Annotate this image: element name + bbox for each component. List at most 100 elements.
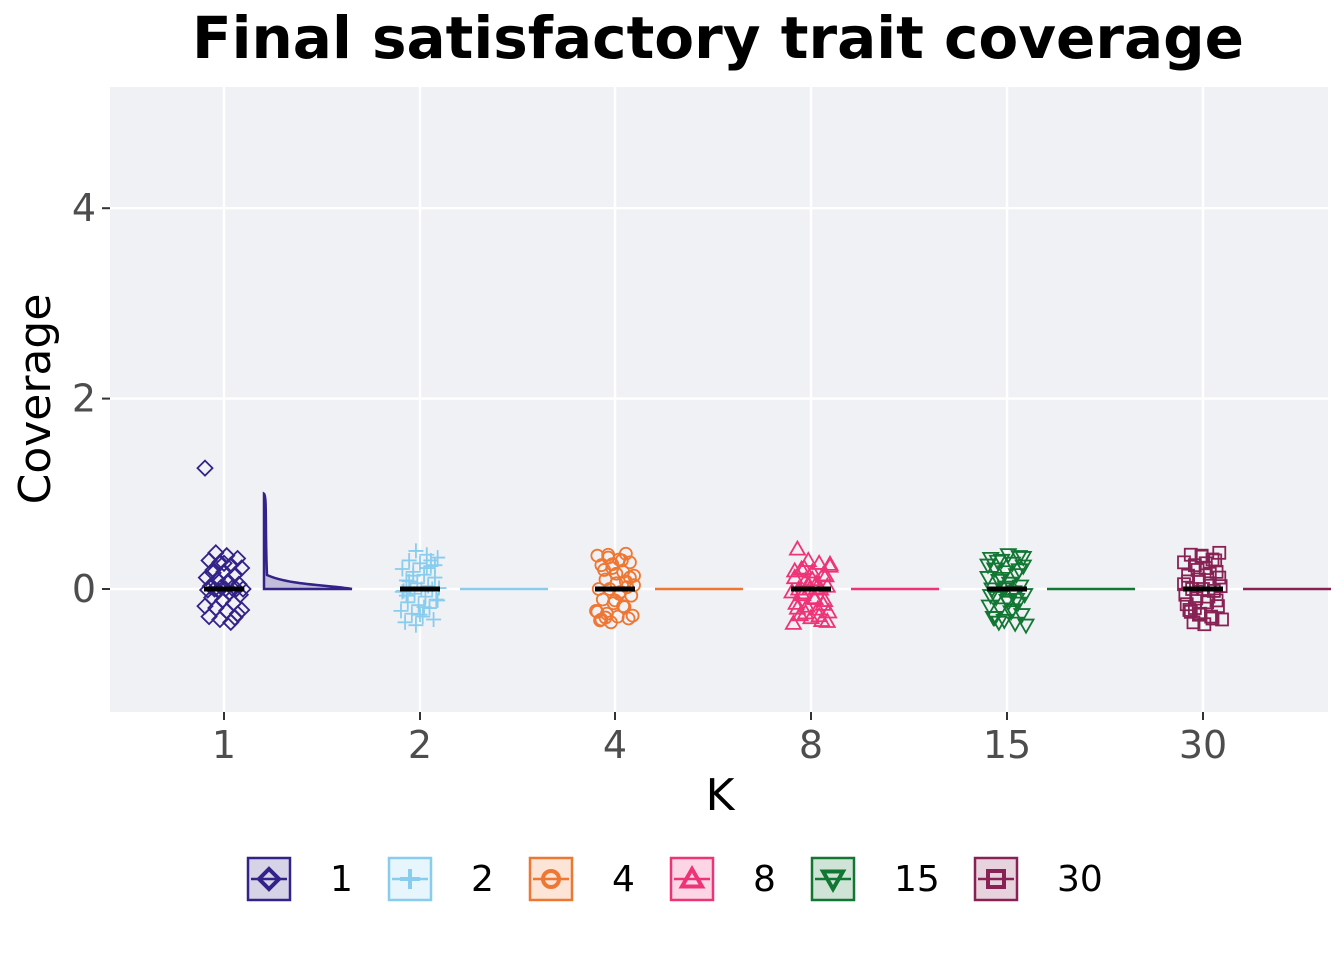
data-point xyxy=(598,610,613,625)
data-point xyxy=(1192,607,1206,622)
data-point xyxy=(1014,551,1033,567)
series-15 xyxy=(978,548,1135,635)
data-point xyxy=(1209,593,1224,608)
data-point xyxy=(400,869,420,889)
data-point xyxy=(816,566,835,583)
data-point xyxy=(1007,592,1026,609)
data-point xyxy=(215,554,233,573)
data-point xyxy=(1205,611,1220,626)
data-point xyxy=(992,572,1011,588)
data-point xyxy=(393,603,409,619)
data-point xyxy=(1198,556,1213,571)
legend-label: 30 xyxy=(1057,859,1103,900)
data-point xyxy=(1006,616,1025,633)
data-point xyxy=(623,555,637,570)
data-point xyxy=(417,589,433,605)
legend-item-30: 30 xyxy=(973,856,1103,902)
legend-label: 4 xyxy=(612,859,635,900)
series-2 xyxy=(393,543,548,633)
data-point xyxy=(196,459,214,477)
x-axis-title: K xyxy=(706,770,736,821)
x-axis: 1 2 4 8 15 30 xyxy=(212,712,1227,767)
data-point xyxy=(419,560,435,576)
data-point xyxy=(394,561,410,577)
legend-label: 8 xyxy=(753,859,776,900)
data-point xyxy=(541,869,561,889)
data-point xyxy=(616,599,631,614)
data-point xyxy=(792,583,811,600)
data-point xyxy=(1202,566,1217,581)
legend-label: 1 xyxy=(330,859,353,900)
series-30 xyxy=(1177,545,1331,632)
data-point xyxy=(978,558,998,575)
series-1 xyxy=(196,459,353,632)
legend-label: 15 xyxy=(894,859,940,900)
data-point xyxy=(226,608,244,627)
data-point xyxy=(1010,563,1029,580)
legend-label: 2 xyxy=(471,859,494,900)
data-point xyxy=(803,570,822,587)
data-point xyxy=(1016,618,1036,635)
x-tick-label: 30 xyxy=(1179,723,1227,767)
data-point xyxy=(405,568,421,584)
data-point xyxy=(1012,608,1031,625)
data-point xyxy=(803,562,822,579)
data-point xyxy=(404,606,420,622)
data-point xyxy=(430,592,446,608)
data-point xyxy=(785,561,804,578)
x-tick-label: 8 xyxy=(799,723,823,767)
data-point xyxy=(1014,559,1033,576)
data-point xyxy=(999,595,1018,612)
data-point xyxy=(430,550,446,566)
data-point xyxy=(1215,612,1229,627)
density-shape xyxy=(262,491,353,591)
data-point xyxy=(795,558,814,575)
data-point xyxy=(1179,597,1194,612)
data-point xyxy=(820,556,840,573)
legend-item-2: 2 xyxy=(387,856,494,902)
data-point xyxy=(678,864,706,889)
data-point xyxy=(1003,603,1022,620)
data-point xyxy=(222,613,240,632)
data-point xyxy=(625,608,640,623)
x-tick-label: 1 xyxy=(212,723,236,767)
x-tick-label: 2 xyxy=(408,723,432,767)
data-point xyxy=(985,611,1004,627)
series-layer xyxy=(196,459,1331,635)
y-axis-title: Coverage xyxy=(10,294,61,505)
data-point xyxy=(808,599,827,616)
data-point xyxy=(204,564,222,582)
data-point xyxy=(991,602,1010,619)
data-point xyxy=(787,593,806,610)
legend-item-15: 15 xyxy=(810,856,940,902)
data-point xyxy=(810,606,829,623)
legend-item-1: 1 xyxy=(246,856,353,902)
data-point xyxy=(427,557,443,573)
data-point xyxy=(623,570,637,585)
y-axis: 0 2 4 xyxy=(72,186,110,611)
data-point xyxy=(415,609,431,625)
data-point xyxy=(426,611,442,627)
y-tick-label: 2 xyxy=(72,377,96,421)
y-tick-label: 0 xyxy=(72,567,96,611)
data-point xyxy=(408,543,424,559)
data-point xyxy=(428,591,444,607)
data-point xyxy=(797,596,816,613)
data-point xyxy=(810,553,829,570)
data-point xyxy=(416,599,432,615)
data-point xyxy=(412,607,428,623)
data-point xyxy=(408,617,424,633)
x-tick-label: 15 xyxy=(983,723,1031,767)
data-point xyxy=(397,614,413,630)
data-point xyxy=(200,607,218,626)
data-point xyxy=(1004,585,1023,602)
data-point xyxy=(806,589,825,606)
data-point xyxy=(256,866,282,892)
data-point xyxy=(1194,548,1209,563)
data-point xyxy=(992,553,1011,570)
data-point xyxy=(788,598,807,615)
legend: 1 2 4 8 15 30 xyxy=(246,856,1103,902)
data-point xyxy=(814,565,833,582)
data-point xyxy=(1212,570,1227,585)
